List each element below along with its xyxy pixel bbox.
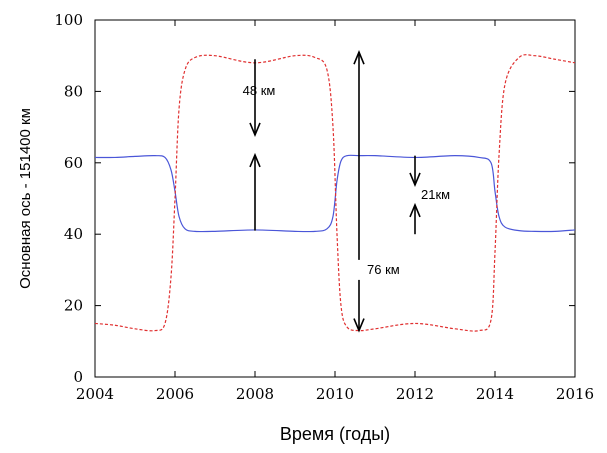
x-tick-label: 2010 [316,385,354,403]
y-tick-label: 60 [64,154,83,172]
y-tick-label: 100 [54,11,83,29]
annotation-label: 76 км [367,262,400,277]
arrow-head [249,152,261,168]
arrow-head [353,318,365,333]
y-tick-label: 80 [64,82,83,100]
arrow-head [353,50,365,65]
x-tick-label: 2012 [396,385,434,403]
x-tick-label: 2014 [476,385,514,403]
series-layer [94,54,576,332]
x-tick-label: 2008 [236,385,274,403]
arrow-head [409,202,421,218]
annotations: 48 км 76 км 21км [243,50,450,333]
y-tick-label: 0 [73,368,83,386]
annotation-label: 48 км [243,83,276,98]
x-tick-label: 2004 [76,385,114,403]
x-tick-label: 2016 [556,385,594,403]
x-axis-label: Время (годы) [280,424,390,444]
arrow-head [249,122,261,138]
y-tick-label: 20 [64,297,83,315]
y-axis-label: Основная ось - 151400 км [17,108,34,289]
arrow-head [409,172,421,188]
series-line-1 [94,154,576,233]
y-tick-label: 40 [64,225,83,243]
axis-ticks: 2004 2006 2008 2010 2012 2014 2016 0 20 40 60 80 100 [54,11,594,403]
x-tick-label: 2006 [156,385,194,403]
annotation-label: 21км [421,187,450,202]
series-line-2 [94,54,576,332]
